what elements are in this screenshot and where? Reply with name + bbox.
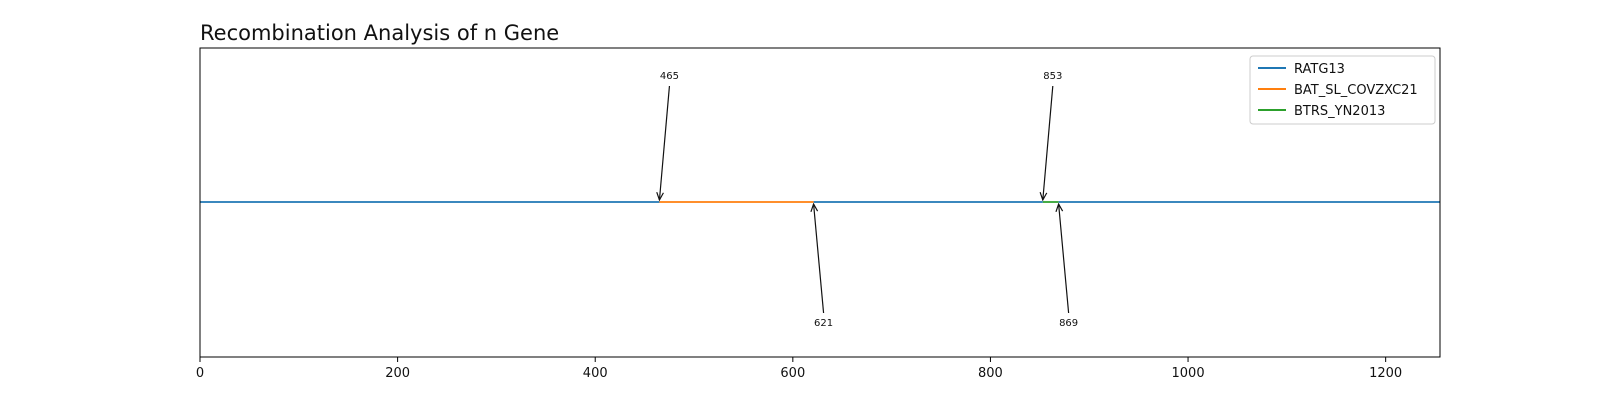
axes-frame bbox=[199, 47, 1441, 358]
legend-label-btrs-yn2013: BTRS_YN2013 bbox=[1294, 104, 1385, 119]
annotation-arrow-465 bbox=[659, 85, 671, 200]
legend-box bbox=[1249, 55, 1436, 125]
x-tick-label: 400 bbox=[583, 366, 608, 381]
x-tick-label: 0 bbox=[196, 366, 204, 381]
annotation-arrow-621 bbox=[814, 204, 825, 314]
x-tick-label: 1000 bbox=[1172, 366, 1205, 381]
x-tick-label: 800 bbox=[978, 366, 1003, 381]
annotation-arrow-853 bbox=[1043, 85, 1054, 200]
annotation-arrow-869 bbox=[1059, 204, 1070, 314]
legend-label-bat-sl-covzxc21: BAT_SL_COVZXC21 bbox=[1294, 83, 1418, 98]
annotation-label-869: 869 bbox=[1059, 318, 1078, 329]
x-tick-label: 200 bbox=[385, 366, 410, 381]
legend: RATG13 BAT_SL_COVZXC21 BTRS_YN2013 bbox=[1249, 55, 1436, 125]
legend-label-ratg13: RATG13 bbox=[1294, 62, 1345, 77]
x-axis: 0 200 400 600 800 1000 1200 bbox=[196, 357, 1402, 381]
annotation-label-621: 621 bbox=[814, 318, 833, 329]
annotations: 465 621 853 869 bbox=[659, 71, 1078, 329]
x-tick-label: 1200 bbox=[1369, 366, 1402, 381]
x-tick-label: 600 bbox=[780, 366, 805, 381]
chart-title: Recombination Analysis of n Gene bbox=[200, 21, 559, 45]
annotation-label-465: 465 bbox=[660, 71, 679, 82]
annotation-label-853: 853 bbox=[1043, 71, 1062, 82]
